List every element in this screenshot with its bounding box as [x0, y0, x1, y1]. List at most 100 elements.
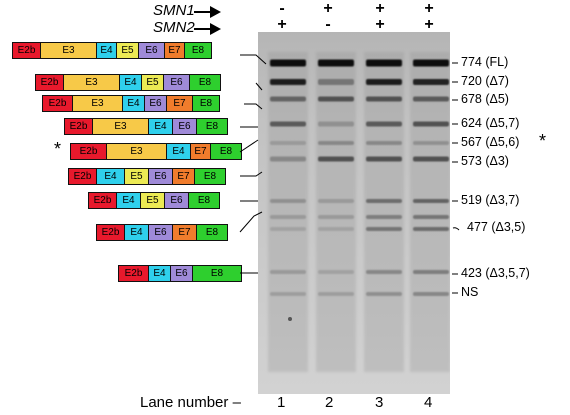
gel-band: [413, 141, 449, 145]
exon-e3: E3: [64, 75, 120, 90]
exon-e8: E8: [193, 96, 219, 111]
exon-e8: E8: [185, 43, 211, 58]
exon-e4: E4: [97, 169, 125, 184]
construct-6: E2b E4 E5 E6 E7 E8: [68, 168, 226, 185]
exon-e6: E6: [149, 169, 173, 184]
gel-band: [270, 79, 306, 85]
exon-e2b: E2b: [69, 169, 97, 184]
exon-e7: E7: [173, 225, 197, 240]
gel-band: [270, 215, 306, 219]
gel-band: [366, 59, 402, 67]
star-marker-left: *: [54, 139, 62, 159]
exon-e4: E4: [123, 96, 145, 111]
gel-band: [366, 141, 402, 145]
smn2-sign-lane1: +: [277, 16, 287, 33]
lane-number-4: 4: [424, 394, 433, 411]
construct-9: E2b E4 E6 E8: [118, 265, 242, 282]
smn2-arrow-icon: [210, 23, 221, 35]
band-label-678: 678 (Δ5): [461, 92, 509, 106]
gel-band: [318, 227, 354, 231]
band-label-774: 774 (FL): [461, 55, 509, 69]
exon-e4: E4: [149, 266, 171, 281]
exon-e2b: E2b: [71, 144, 107, 159]
lane-number-2: 2: [325, 394, 334, 411]
exon-e8: E8: [193, 266, 241, 281]
exon-e2b: E2b: [43, 96, 73, 111]
smn2-sign-lane4: +: [424, 16, 434, 33]
exon-e4: E4: [117, 193, 141, 208]
gel-band: [270, 121, 306, 127]
gel-image: [258, 32, 450, 394]
smn2-sign-lane2: -: [325, 16, 331, 33]
exon-e3: E3: [73, 96, 123, 111]
construct-7: E2b E4 E5 E6 E8: [88, 192, 220, 209]
gel-band: [318, 156, 354, 162]
exon-e2b: E2b: [65, 119, 93, 134]
gel-band: [318, 59, 354, 67]
exon-e8: E8: [197, 225, 227, 240]
leader-line-5: [239, 139, 259, 153]
exon-e2b: E2b: [36, 75, 64, 90]
gel-band: [270, 227, 306, 231]
exon-e5: E5: [125, 169, 149, 184]
smn1-sign-lane3: +: [375, 0, 385, 17]
exon-e8: E8: [195, 169, 225, 184]
gel-band: [318, 141, 354, 145]
exon-e4: E4: [167, 144, 191, 159]
gel-band: [366, 121, 402, 127]
gel-band: [413, 292, 449, 296]
construct-8: E2b E4 E6 E7 E8: [96, 224, 228, 241]
exon-e2b: E2b: [97, 225, 125, 240]
band-label-567: 567 (Δ5,6): [461, 135, 520, 149]
exon-e6: E6: [165, 193, 189, 208]
gel-band: [366, 156, 402, 162]
smn1-arrow-icon: [210, 6, 221, 18]
exon-e7: E7: [173, 169, 195, 184]
gel-band: [366, 292, 402, 296]
exon-e4: E4: [125, 225, 149, 240]
smn1-sign-lane4: +: [424, 0, 434, 17]
gel-band: [366, 227, 402, 231]
gel-band: [270, 292, 306, 296]
gel-band: [318, 270, 354, 274]
lane-number-1: 1: [277, 394, 286, 411]
gel-band: [270, 141, 306, 145]
exon-e2b: E2b: [89, 193, 117, 208]
exon-e6: E6: [145, 96, 167, 111]
smn2-sign-lane3: +: [375, 16, 385, 33]
exon-e7: E7: [191, 144, 211, 159]
tick-477: [452, 227, 460, 231]
exon-e6: E6: [171, 266, 193, 281]
band-label-573: 573 (Δ3): [461, 154, 509, 168]
gel-band: [366, 215, 402, 219]
gel-band: [318, 292, 354, 296]
exon-e3: E3: [107, 144, 167, 159]
band-label-477: 477 (Δ3,5): [467, 220, 526, 234]
band-label-720: 720 (Δ7): [461, 74, 509, 88]
gel-band: [318, 199, 354, 203]
gel-band: [366, 199, 402, 203]
exon-e5: E5: [142, 75, 164, 90]
gel-band: [270, 59, 306, 67]
smn2-label: SMN2: [153, 19, 195, 36]
exon-e5: E5: [117, 43, 139, 58]
star-marker-right: *: [539, 131, 547, 151]
smn2-arrow-shaft: [194, 28, 212, 30]
exon-e6: E6: [173, 119, 197, 134]
smn1-sign-lane1: -: [279, 0, 285, 17]
gel-band: [270, 96, 306, 102]
gel-band: [270, 156, 306, 162]
exon-e5: E5: [141, 193, 165, 208]
gel-band: [270, 199, 306, 203]
gel-band: [318, 79, 354, 85]
gel-band: [413, 79, 449, 85]
exon-e8: E8: [190, 75, 220, 90]
exon-e2b: E2b: [119, 266, 149, 281]
gel-band: [413, 199, 449, 203]
construct-4: E2b E3 E4 E6 E8: [64, 118, 228, 135]
construct-5: E2b E3 E4 E7 E8: [70, 143, 242, 160]
construct-1: E2b E3 E4 E5 E6 E7 E8: [12, 42, 212, 59]
band-label-519: 519 (Δ3,7): [461, 193, 520, 207]
exon-e8: E8: [197, 119, 227, 134]
gel-band: [413, 270, 449, 274]
